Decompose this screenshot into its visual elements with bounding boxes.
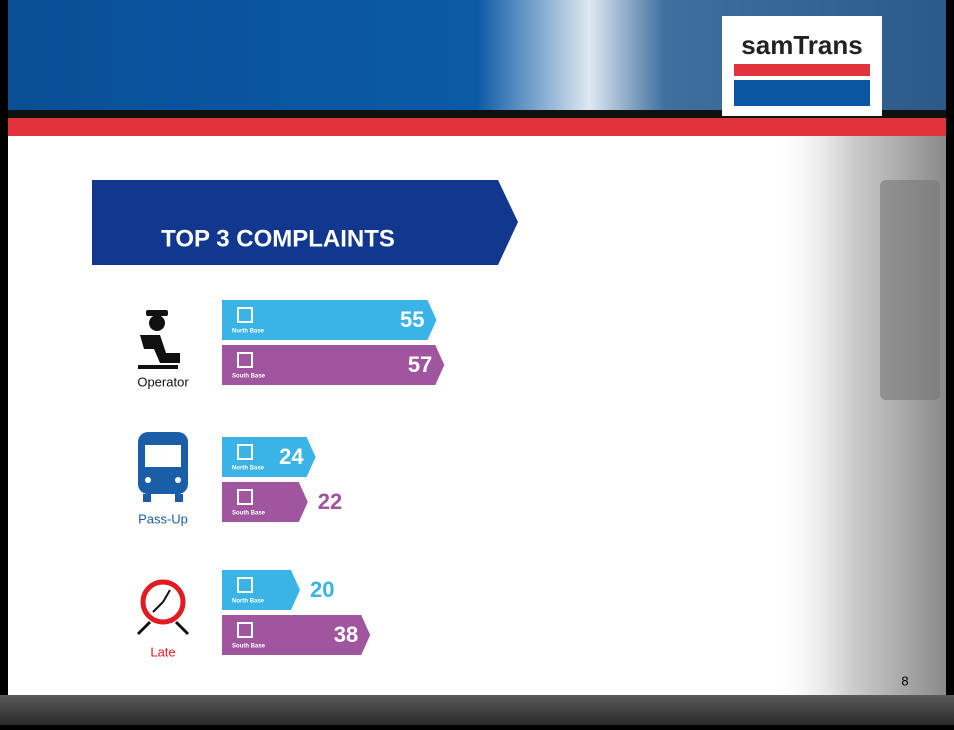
series-label: North Base bbox=[232, 329, 265, 335]
logo-red bbox=[734, 64, 870, 76]
bus-shape bbox=[880, 180, 940, 400]
page: {"logo": "samTrans", "page_number": "8",… bbox=[0, 0, 954, 725]
bus-icon bbox=[138, 432, 188, 502]
footer-band bbox=[0, 695, 954, 725]
value-label: 24 bbox=[279, 444, 304, 469]
slide: samTrans TOP 3 COMPLAINTS Operator North … bbox=[0, 0, 954, 725]
value-label: 57 bbox=[408, 352, 432, 377]
logo-text: samTrans bbox=[741, 30, 862, 60]
value-label: 22 bbox=[318, 489, 342, 514]
category-label: Pass-Up bbox=[138, 511, 188, 526]
series-label: North Base bbox=[232, 466, 265, 472]
series-label: South Base bbox=[232, 644, 266, 650]
logo-blue bbox=[734, 80, 870, 106]
series-label: South Base bbox=[232, 511, 266, 517]
category-label: Late bbox=[150, 644, 175, 659]
value-label: 55 bbox=[400, 307, 424, 332]
value-label: 20 bbox=[310, 577, 334, 602]
category-label: Operator bbox=[137, 374, 189, 389]
value-label: 38 bbox=[334, 622, 358, 647]
page-number: 8 bbox=[901, 673, 908, 688]
series-label: North Base bbox=[232, 599, 265, 605]
chart-title: TOP 3 COMPLAINTS bbox=[161, 225, 395, 252]
series-label: South Base bbox=[232, 374, 266, 380]
red-band bbox=[8, 118, 946, 136]
